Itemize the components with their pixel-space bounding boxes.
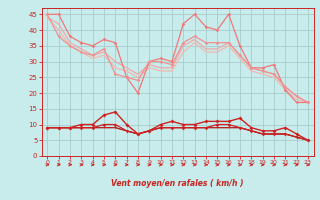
X-axis label: Vent moyen/en rafales ( km/h ): Vent moyen/en rafales ( km/h ) [111, 179, 244, 188]
